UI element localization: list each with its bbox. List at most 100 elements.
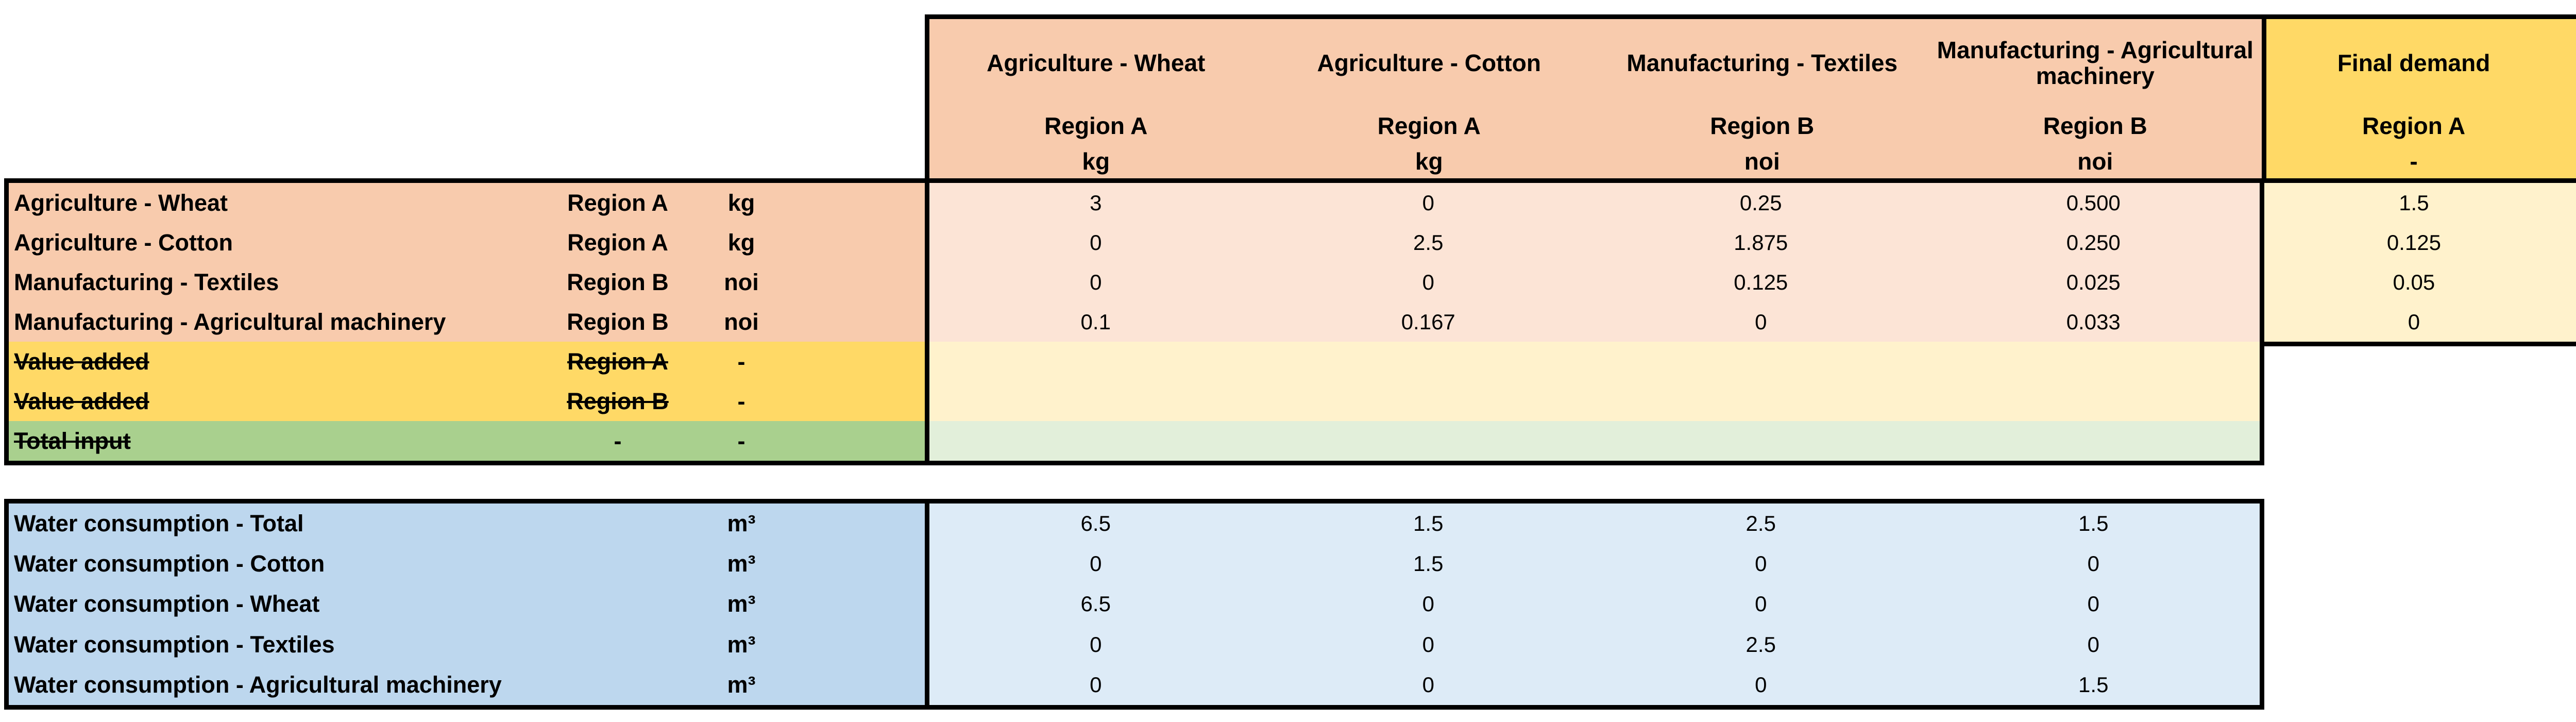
matrix-cell-r3c2[interactable]: 0	[1755, 309, 1767, 334]
matrix-cell-r0c3[interactable]: 0.500	[2066, 190, 2121, 215]
water-cell-r1c2[interactable]: 0	[1755, 551, 1767, 576]
water-row-label-agricultural-machinery[interactable]: Water consumption - Agricultural machine…	[9, 665, 925, 705]
water-cell-r3c3[interactable]: 0	[2087, 632, 2099, 657]
water-cell-r2c2[interactable]: 0	[1755, 592, 1767, 616]
matrix-cell-r3c3[interactable]: 0.033	[2066, 309, 2121, 334]
price-label: Agricultural machinery (Region B) €/noi …	[2267, 593, 2576, 620]
fd-cell-r0-region-a[interactable]: 1.5	[2399, 190, 2429, 215]
row-label-manufacturing-agricultural-machinery[interactable]: Manufacturing - Agricultural machinery R…	[9, 302, 925, 342]
header-group-sectors: Agriculture - Wheat Region A kg Agricult…	[929, 19, 2262, 178]
header-unit: -	[2561, 144, 2576, 178]
row-unit: m³	[727, 631, 756, 658]
row-name: Agriculture - Wheat	[14, 189, 228, 216]
row-label-total-input[interactable]: Total input - -	[9, 421, 925, 461]
water-values-total: 6.5 1.5 2.5 1.5	[929, 503, 2260, 544]
matrix-cell-r1c3[interactable]: 0.250	[2066, 230, 2121, 255]
matrix-cell-r3c0[interactable]: 0.1	[1080, 309, 1111, 334]
value-added-region-b-empty-band[interactable]	[929, 381, 2260, 421]
water-cell-r2c3[interactable]: 0	[2087, 592, 2099, 616]
row-unit: m³	[727, 510, 756, 537]
water-cell-r3c0[interactable]: 0	[1090, 632, 1102, 657]
water-cell-r0c2[interactable]: 2.5	[1745, 511, 1776, 536]
matrix-cell-r1c0[interactable]: 0	[1090, 230, 1102, 255]
total-input-empty-band[interactable]	[929, 421, 2260, 461]
fd-cell-r0-region-b[interactable]: 0.75	[2564, 191, 2576, 215]
water-cell-r2c0[interactable]: 6.5	[1080, 592, 1111, 616]
water-cell-r0c1[interactable]: 1.5	[1413, 511, 1444, 536]
price-note-agricultural-machinery[interactable]: Agricultural machinery (Region B) €/noi …	[2267, 589, 2576, 625]
row-label-agriculture-wheat[interactable]: Agriculture - Wheat Region A kg	[9, 183, 925, 223]
row-unit: kg	[727, 189, 755, 216]
price-note-cotton[interactable]: Cotton (Region A) €/kg: 2	[2267, 501, 2576, 538]
water-cell-r2c1[interactable]: 0	[1422, 592, 1434, 616]
matrix-cell-r2c0[interactable]: 0	[1090, 270, 1102, 294]
header-cell-final-demand-region-a[interactable]: Final demand Region A -	[2266, 19, 2561, 178]
matrix-cell-r0c0[interactable]: 3	[1090, 190, 1102, 215]
header-region: Region A	[1044, 112, 1148, 139]
header-region: Region A	[2362, 112, 2466, 139]
row-region: Region A	[567, 229, 668, 256]
water-row-label-total[interactable]: Water consumption - Total m³	[9, 503, 925, 544]
price-note-textiles[interactable]: Textiles (Region B) €/noi (number of ite…	[2267, 545, 2576, 581]
row-label-value-added-region-b[interactable]: Value added Region B -	[9, 381, 925, 421]
price-label: Cotton (Region A) €/kg:	[2267, 506, 2576, 533]
header-unit: kg	[1415, 147, 1443, 175]
fd-cell-r2-region-a[interactable]: 0.05	[2393, 270, 2435, 294]
water-cell-r3c2[interactable]: 2.5	[1745, 632, 1776, 657]
water-cell-r1c3[interactable]: 0	[2087, 551, 2099, 576]
header-cell-agriculture-wheat[interactable]: Agriculture - Wheat Region A kg	[929, 19, 1263, 178]
water-cell-r1c1[interactable]: 1.5	[1413, 551, 1444, 576]
water-cell-r1c0[interactable]: 0	[1090, 551, 1102, 576]
fd-cell-r3-region-a[interactable]: 0	[2408, 309, 2420, 334]
header-unit: kg	[1082, 147, 1110, 175]
matrix-cell-r2c3[interactable]: 0.025	[2066, 270, 2121, 294]
header-title: Final demand	[2337, 49, 2490, 77]
value-added-region-a-empty-band[interactable]	[929, 342, 2260, 381]
water-cell-r0c0[interactable]: 6.5	[1080, 511, 1111, 536]
water-row-label-cotton[interactable]: Water consumption - Cotton m³	[9, 544, 925, 584]
water-label-column: Water consumption - Total m³ Water consu…	[9, 503, 925, 705]
fd-cell-r2-region-b[interactable]: 0.55	[2564, 270, 2576, 295]
water-cell-r4c2[interactable]: 0	[1755, 672, 1767, 697]
water-cell-r4c1[interactable]: 0	[1422, 672, 1434, 697]
header-region: Region B	[1710, 112, 1815, 139]
water-row-label-wheat[interactable]: Water consumption - Wheat m³	[9, 584, 925, 624]
water-cell-r4c0[interactable]: 0	[1090, 672, 1102, 697]
water-data-columns: 6.5 1.5 2.5 1.5 0 1.5 0 0 6.5 0 0 0 0 0 …	[925, 503, 2260, 705]
water-cell-r3c1[interactable]: 0	[1422, 632, 1434, 657]
matrix-cell-r3c1[interactable]: 0.167	[1401, 309, 1455, 334]
water-row-label-textiles[interactable]: Water consumption - Textiles m³	[9, 625, 925, 665]
matrix-cell-r1c2[interactable]: 1.875	[1734, 230, 1788, 255]
header-cell-manufacturing-agricultural-machinery[interactable]: Manufacturing - Agricultural machinery R…	[1929, 19, 2262, 178]
header-cell-manufacturing-textiles[interactable]: Manufacturing - Textiles Region B noi	[1596, 19, 1929, 178]
row-label-agriculture-cotton[interactable]: Agriculture - Cotton Region A kg	[9, 223, 925, 262]
row-label-manufacturing-textiles[interactable]: Manufacturing - Textiles Region B noi	[9, 262, 925, 302]
water-values-cotton: 0 1.5 0 0	[929, 544, 2260, 584]
fd-cell-r1-region-a[interactable]: 0.125	[2386, 230, 2441, 255]
fd-cell-r1-region-b[interactable]: 0.25	[2564, 230, 2576, 255]
matrix-cell-r0c1[interactable]: 0	[1422, 190, 1434, 215]
row-name: Manufacturing - Textiles	[14, 268, 279, 295]
header-region: Region A	[1377, 112, 1481, 139]
matrix-data-block: 3 0 0.25 0.500 0 2.5 1.875 0.250 0 0 0.1…	[925, 183, 2264, 465]
matrix-cell-r0c2[interactable]: 0.25	[1739, 190, 1782, 215]
matrix-cell-r2c2[interactable]: 0.125	[1734, 270, 1788, 294]
water-cell-r0c3[interactable]: 1.5	[2078, 511, 2109, 536]
water-cell-r4c3[interactable]: 1.5	[2078, 672, 2109, 697]
row-region-strikethrough: Region A	[567, 348, 668, 375]
price-note-wheat[interactable]: Wheat (Region A) €/kg: 1	[2267, 465, 2576, 501]
final-demand-row-wheat: 1.5 0.75	[2264, 183, 2576, 223]
matrix-row-cotton: 0 2.5 1.875 0.250	[929, 223, 2260, 262]
matrix-cell-r2c1[interactable]: 0	[1422, 270, 1434, 294]
matrix-cell-r1c1[interactable]: 2.5	[1413, 230, 1444, 255]
row-unit: kg	[727, 229, 755, 256]
fd-cell-r3-region-b[interactable]: 0	[2564, 310, 2576, 334]
row-label-value-added-region-a[interactable]: Value added Region A -	[9, 342, 925, 381]
water-consumption-table: Water consumption - Total m³ Water consu…	[4, 499, 2264, 710]
row-name-strikethrough: Total input	[14, 427, 131, 454]
row-label-block: Agriculture - Wheat Region A kg Agricult…	[4, 178, 925, 465]
header-cell-agriculture-cotton[interactable]: Agriculture - Cotton Region A kg	[1263, 19, 1596, 178]
header-cell-final-demand-region-b[interactable]: Final demand Region B -	[2561, 19, 2576, 178]
header-title: Final demand	[2561, 19, 2576, 108]
